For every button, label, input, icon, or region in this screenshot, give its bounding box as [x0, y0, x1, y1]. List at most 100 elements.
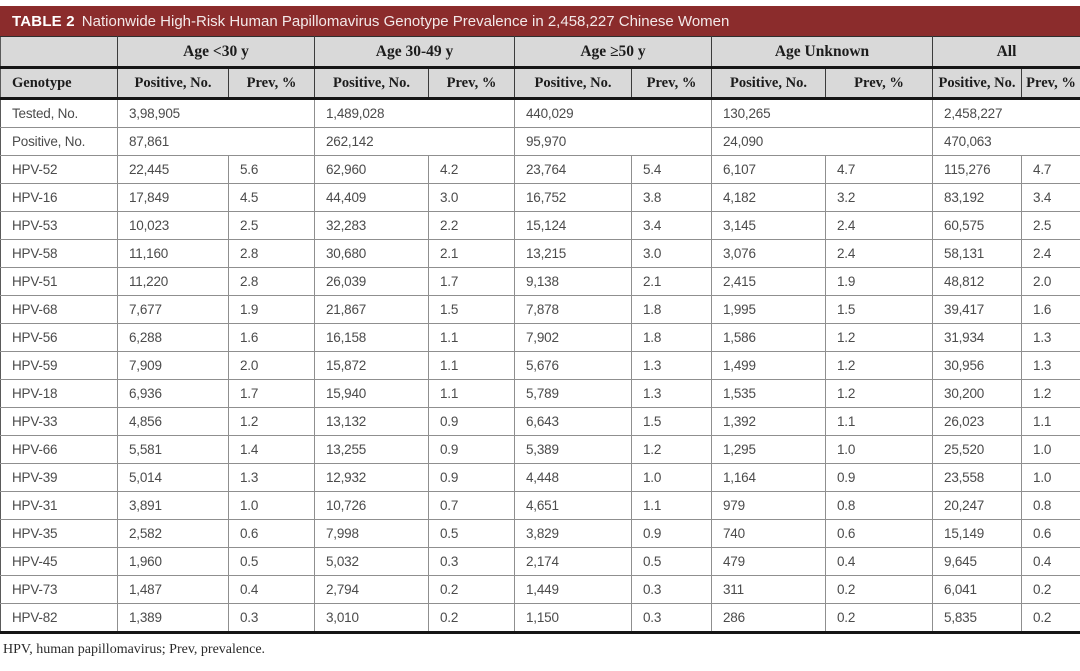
positive-value-cell: 1,499 [711, 351, 826, 380]
prev-value-cell: 1.9 [228, 295, 315, 324]
prev-value-cell: 1.2 [824, 379, 934, 408]
table-footnote: HPV, human papillomavirus; Prev, prevale… [3, 642, 266, 657]
positive-value-cell: 4,856 [117, 407, 229, 436]
table-title-banner: TABLE 2 Nationwide High-Risk Human Papil… [0, 6, 1080, 36]
positive-value-cell: 7,878 [514, 295, 632, 324]
prev-value-cell: 1.5 [824, 295, 934, 324]
positive-value-cell: 7,677 [117, 295, 229, 324]
positive-value-cell: 2,794 [314, 575, 429, 604]
column-header-row: Genotype Positive, No. Prev, % Positive,… [0, 67, 1080, 100]
prev-value-cell: 1.1 [631, 491, 712, 520]
positive-value-cell: 1,449 [514, 575, 632, 604]
prev-column-header: Prev, % [1021, 67, 1080, 100]
positive-value-cell: 3,145 [711, 211, 826, 240]
positive-value-cell: 311 [711, 575, 826, 604]
prev-value-cell: 4.2 [428, 155, 515, 184]
prev-value-cell: 3.4 [631, 211, 712, 240]
table-body: Tested, No. 3,98,905 1,489,028 440,029 1… [0, 98, 1080, 633]
prev-value-cell: 1.0 [824, 435, 934, 464]
genotype-row: HPV-33 4,856 1.2 13,132 0.9 6,643 1.5 1,… [0, 407, 1080, 436]
positive-value-cell: 26,023 [932, 407, 1023, 436]
positive-value-cell: 13,215 [514, 239, 632, 268]
positive-value-cell: 3,076 [711, 239, 826, 268]
positive-value-cell: 30,200 [932, 379, 1023, 408]
prev-value-cell: 1.1 [824, 407, 934, 436]
genotype-label: HPV-66 [0, 435, 118, 464]
positive-value-cell: 1,150 [514, 603, 632, 633]
age-group-header-row: Age <30 y Age 30-49 y Age ≥50 y Age Unkn… [0, 36, 1080, 69]
positive-value-cell: 13,255 [314, 435, 429, 464]
positive-value-cell: 5,032 [314, 547, 429, 576]
prev-value-cell: 4.7 [1021, 155, 1080, 184]
positive-value-cell: 10,726 [314, 491, 429, 520]
positive-value-cell: 1,535 [711, 379, 826, 408]
prev-value-cell: 5.6 [228, 155, 315, 184]
genotype-row: HPV-16 17,849 4.5 44,409 3.0 16,752 3.8 … [0, 183, 1080, 212]
prev-value-cell: 0.7 [428, 491, 515, 520]
summary-value-cell: 440,029 [514, 98, 712, 128]
positive-value-cell: 286 [711, 603, 826, 633]
prev-value-cell: 3.0 [428, 183, 515, 212]
genotype-row: HPV-45 1,960 0.5 5,032 0.3 2,174 0.5 479… [0, 547, 1080, 576]
positive-value-cell: 22,445 [117, 155, 229, 184]
prev-value-cell: 1.3 [228, 463, 315, 492]
row-label: Tested, No. [0, 98, 118, 128]
genotype-row: HPV-39 5,014 1.3 12,932 0.9 4,448 1.0 1,… [0, 463, 1080, 492]
positive-value-cell: 4,448 [514, 463, 632, 492]
prev-value-cell: 2.5 [1021, 211, 1080, 240]
positive-value-cell: 11,220 [117, 267, 229, 296]
genotype-row: HPV-58 11,160 2.8 30,680 2.1 13,215 3.0 … [0, 239, 1080, 268]
positive-value-cell: 15,149 [932, 519, 1023, 548]
positive-value-cell: 5,389 [514, 435, 632, 464]
positive-value-cell: 3,010 [314, 603, 429, 633]
prev-value-cell: 1.1 [428, 379, 515, 408]
genotype-label: HPV-82 [0, 603, 118, 633]
table-title: Nationwide High-Risk Human Papillomaviru… [81, 12, 730, 30]
positive-value-cell: 26,039 [314, 267, 429, 296]
prev-value-cell: 0.9 [428, 463, 515, 492]
positive-value-cell: 1,392 [711, 407, 826, 436]
genotype-row: HPV-51 11,220 2.8 26,039 1.7 9,138 2.1 2… [0, 267, 1080, 296]
genotype-row: HPV-59 7,909 2.0 15,872 1.1 5,676 1.3 1,… [0, 351, 1080, 380]
positive-value-cell: 11,160 [117, 239, 229, 268]
prev-value-cell: 2.0 [228, 351, 315, 380]
positive-value-cell: 6,936 [117, 379, 229, 408]
genotype-label: HPV-39 [0, 463, 118, 492]
prev-value-cell: 3.8 [631, 183, 712, 212]
hpv-prevalence-table: Age <30 y Age 30-49 y Age ≥50 y Age Unkn… [0, 36, 1080, 634]
positive-value-cell: 20,247 [932, 491, 1023, 520]
positive-column-header: Positive, No. [514, 67, 632, 100]
positive-value-cell: 740 [711, 519, 826, 548]
prev-value-cell: 0.5 [428, 519, 515, 548]
summary-value-cell: 87,861 [117, 127, 315, 156]
positive-value-cell: 2,174 [514, 547, 632, 576]
positive-value-cell: 6,107 [711, 155, 826, 184]
positive-value-cell: 6,643 [514, 407, 632, 436]
positive-value-cell: 16,752 [514, 183, 632, 212]
prev-value-cell: 0.9 [428, 435, 515, 464]
positive-value-cell: 3,829 [514, 519, 632, 548]
prev-value-cell: 0.4 [228, 575, 315, 604]
prev-value-cell: 1.2 [1021, 379, 1080, 408]
positive-value-cell: 30,680 [314, 239, 429, 268]
prev-value-cell: 0.8 [824, 491, 934, 520]
prev-value-cell: 2.8 [228, 267, 315, 296]
positive-value-cell: 2,582 [117, 519, 229, 548]
positive-value-cell: 5,835 [932, 603, 1023, 633]
genotype-row: HPV-52 22,445 5.6 62,960 4.2 23,764 5.4 … [0, 155, 1080, 184]
prev-value-cell: 0.5 [228, 547, 315, 576]
positive-value-cell: 48,812 [932, 267, 1023, 296]
positive-value-cell: 16,158 [314, 323, 429, 352]
prev-column-header: Prev, % [631, 67, 712, 100]
prev-value-cell: 0.9 [824, 463, 934, 492]
prev-value-cell: 1.1 [428, 351, 515, 380]
positive-value-cell: 7,902 [514, 323, 632, 352]
prev-value-cell: 0.3 [631, 575, 712, 604]
row-label: Positive, No. [0, 127, 118, 156]
positive-value-cell: 10,023 [117, 211, 229, 240]
prev-value-cell: 0.9 [631, 519, 712, 548]
prev-column-header: Prev, % [428, 67, 515, 100]
prev-value-cell: 1.6 [228, 323, 315, 352]
prev-value-cell: 0.2 [428, 603, 515, 633]
